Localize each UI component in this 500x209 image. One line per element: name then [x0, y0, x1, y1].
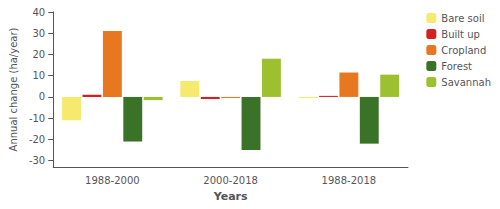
svg-text:Annual change (ha/year): Annual change (ha/year)	[8, 27, 19, 151]
svg-text:0: 0	[39, 91, 45, 102]
svg-text:-20: -20	[29, 134, 45, 145]
svg-text:-30: -30	[29, 155, 45, 166]
svg-text:-10: -10	[29, 113, 45, 124]
svg-text:10: 10	[32, 70, 45, 81]
svg-text:Savannah: Savannah	[441, 77, 491, 88]
svg-text:20: 20	[32, 49, 45, 60]
svg-text:1988-2018: 1988-2018	[322, 175, 377, 186]
svg-text:40: 40	[32, 7, 45, 18]
svg-text:Bare soil: Bare soil	[441, 13, 484, 24]
svg-text:Years: Years	[213, 190, 248, 203]
svg-text:2000-2018: 2000-2018	[203, 175, 258, 186]
svg-text:Cropland: Cropland	[441, 45, 486, 56]
svg-text:Built up: Built up	[441, 29, 480, 40]
svg-text:1988-2000: 1988-2000	[85, 175, 140, 186]
svg-text:Forest: Forest	[441, 61, 472, 72]
svg-text:30: 30	[32, 28, 45, 39]
